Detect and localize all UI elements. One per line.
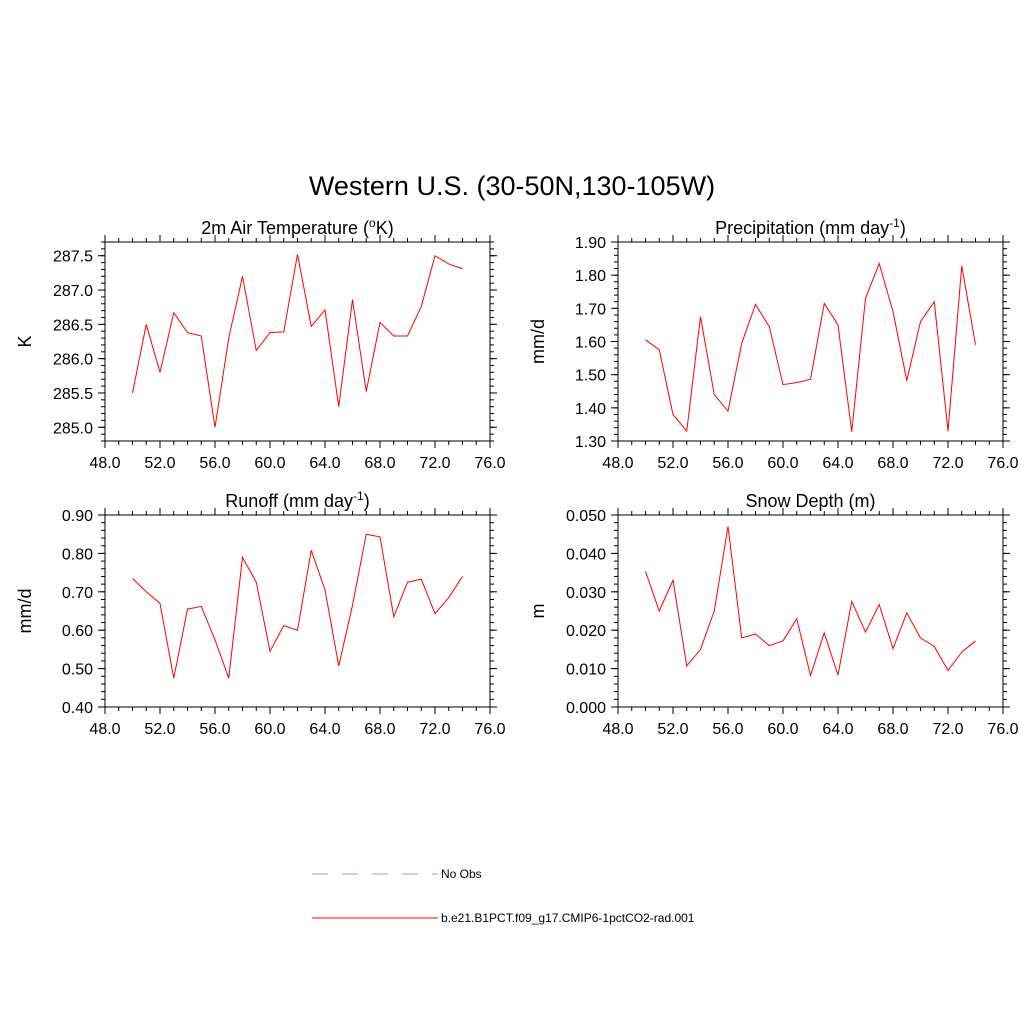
x-tick-label: 68.0 <box>877 455 908 472</box>
y-tick-label: 287.0 <box>53 283 93 300</box>
x-tick-label: 72.0 <box>419 721 450 738</box>
y-tick-label: 0.020 <box>566 623 606 640</box>
panel-title-suffix: ) <box>364 491 370 511</box>
plot-frame <box>104 514 491 708</box>
x-tick-label: 76.0 <box>474 455 505 472</box>
y-tick-label: 287.5 <box>53 249 93 266</box>
legend-label-series: b.e21.B1PCT.f09_g17.CMIP6-1pctCO2-rad.00… <box>441 911 695 925</box>
y-tick-label: 0.040 <box>566 546 606 563</box>
panel-title-superscript: -1 <box>889 216 900 230</box>
x-tick-label: 52.0 <box>657 455 688 472</box>
x-tick-label: 64.0 <box>822 721 853 738</box>
x-tick-label: 52.0 <box>657 721 688 738</box>
plot-frame <box>104 241 491 442</box>
x-tick-label: 72.0 <box>932 455 963 472</box>
x-tick-label: 48.0 <box>89 455 120 472</box>
x-tick-label: 76.0 <box>474 721 505 738</box>
y-tick-label: 1.60 <box>575 335 606 352</box>
y-tick-label: 0.80 <box>62 546 93 563</box>
panels-group: 48.0 52.0 56.0 60.0 64.0 68.0 72.0 76.0 285.0 285… <box>15 216 1019 738</box>
x-tick-label: 76.0 <box>987 455 1018 472</box>
y-axis-label-snow-depth: m <box>528 604 548 619</box>
x-tick-label: 64.0 <box>309 721 340 738</box>
x-tick-label: 56.0 <box>199 455 230 472</box>
y-tick-label: 0.030 <box>566 585 606 602</box>
panel-title-main: Snow Depth (m) <box>745 491 875 511</box>
x-tick-label: 64.0 <box>822 455 853 472</box>
series-line-runoff <box>132 533 463 679</box>
y-tick-label: 0.70 <box>62 585 93 602</box>
panel-title-runoff: Runoff (mm day-1) <box>225 489 369 511</box>
y-tick-label: 285.0 <box>53 420 93 437</box>
x-tick-label: 60.0 <box>254 455 285 472</box>
x-tick-label: 52.0 <box>144 455 175 472</box>
panel-title-precipitation: Precipitation (mm day-1) <box>715 216 906 238</box>
x-tick-label: 76.0 <box>987 721 1018 738</box>
panel-title-snow-depth: Snow Depth (m) <box>745 491 875 511</box>
y-tick-label: 0.010 <box>566 662 606 679</box>
panel-title-suffix: ) <box>900 218 906 238</box>
x-tick-label: 68.0 <box>364 721 395 738</box>
x-tick-label: 64.0 <box>309 455 340 472</box>
panel-title-main: 2m Air Temperature ( <box>201 218 369 238</box>
x-tick-label: 60.0 <box>767 721 798 738</box>
panel-title-main: Runoff (mm day <box>225 491 353 511</box>
series-line-air-temperature <box>132 254 463 428</box>
plot-frame <box>617 514 1004 708</box>
y-tick-label: 1.80 <box>575 268 606 285</box>
y-tick-label: 0.050 <box>566 508 606 525</box>
chart-panel-snow-depth: 48.0 52.0 56.0 60.0 64.0 68.0 72.0 76.0 0.000 0.0… <box>528 491 1019 738</box>
panel-title-main: Precipitation (mm day <box>715 218 889 238</box>
y-tick-label: 1.30 <box>575 434 606 451</box>
y-tick-label: 285.5 <box>53 386 93 403</box>
panel-title-suffix: K) <box>376 218 394 238</box>
legend-label-no-obs: No Obs <box>441 867 482 881</box>
y-tick-label: 1.50 <box>575 368 606 385</box>
panel-title-superscript: o <box>369 216 376 230</box>
x-tick-label: 72.0 <box>419 455 450 472</box>
x-tick-label: 48.0 <box>89 721 120 738</box>
y-tick-label: 0.50 <box>62 662 93 679</box>
x-tick-label: 60.0 <box>254 721 285 738</box>
x-tick-label: 68.0 <box>877 721 908 738</box>
series-line-snow-depth <box>645 526 976 678</box>
y-axis-label-runoff: mm/d <box>15 589 35 634</box>
x-tick-label: 56.0 <box>199 721 230 738</box>
legend: No Obs b.e21.B1PCT.f09_g17.CMIP6-1pctCO2… <box>312 867 695 925</box>
y-tick-label: 0.000 <box>566 700 606 717</box>
y-tick-label: 286.0 <box>53 352 93 369</box>
y-axis-label-air-temperature: K <box>15 335 35 347</box>
x-tick-label: 60.0 <box>767 455 798 472</box>
x-tick-label: 72.0 <box>932 721 963 738</box>
y-tick-label: 0.90 <box>62 508 93 525</box>
chart-panel-air-temperature: 48.0 52.0 56.0 60.0 64.0 68.0 72.0 76.0 285.0 285… <box>15 216 506 472</box>
x-tick-label: 48.0 <box>602 455 633 472</box>
y-tick-label: 286.5 <box>53 317 93 334</box>
y-tick-label: 1.70 <box>575 301 606 318</box>
x-tick-label: 56.0 <box>712 721 743 738</box>
chart-panel-runoff: 48.0 52.0 56.0 60.0 64.0 68.0 72.0 76.0 0.40 0.50… <box>15 489 506 738</box>
panel-title-air-temperature: 2m Air Temperature (oK) <box>201 216 393 238</box>
plot-frame <box>617 241 1004 442</box>
chart-panel-precipitation: 48.0 52.0 56.0 60.0 64.0 68.0 72.0 76.0 1.30 1.40… <box>528 216 1019 472</box>
y-tick-label: 1.40 <box>575 401 606 418</box>
figure-title: Western U.S. (30-50N,130-105W) <box>309 171 715 201</box>
y-tick-label: 0.40 <box>62 700 93 717</box>
x-tick-label: 68.0 <box>364 455 395 472</box>
y-tick-label: 0.60 <box>62 623 93 640</box>
x-tick-label: 48.0 <box>602 721 633 738</box>
panel-title-superscript: -1 <box>353 489 364 503</box>
y-tick-label: 1.90 <box>575 235 606 252</box>
y-axis-label-precipitation: mm/d <box>528 319 548 364</box>
x-tick-label: 56.0 <box>712 455 743 472</box>
series-line-precipitation <box>645 262 976 433</box>
x-tick-label: 52.0 <box>144 721 175 738</box>
